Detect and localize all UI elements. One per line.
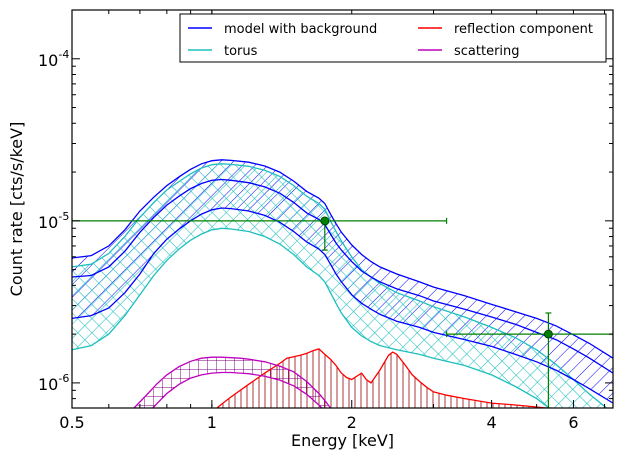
legend-entry: scattering xyxy=(418,44,520,59)
model-upper-line xyxy=(72,159,613,359)
legend-entry: model with background xyxy=(188,22,377,37)
reflection-line xyxy=(215,348,553,408)
data-point-1 xyxy=(72,216,448,251)
scattering-band xyxy=(134,357,331,408)
scattering-upper-line xyxy=(133,356,332,408)
legend-box xyxy=(179,13,607,63)
x-tick-label: 6 xyxy=(568,413,578,432)
x-tick-label: 4 xyxy=(487,413,497,432)
torus-upper-line xyxy=(72,163,608,408)
legend-label: torus xyxy=(224,44,258,59)
y-axis-title: Count rate [cts/s/keV] xyxy=(7,122,26,297)
y-tick-label: 10-6 xyxy=(38,372,69,394)
scattering-lower-line xyxy=(151,371,323,408)
x-tick-label: 1 xyxy=(207,413,217,432)
legend-label: model with background xyxy=(224,22,377,37)
axes: 0.5 1 2 4 6 10-6 10-5 10-4 Energy [keV] Count rat… xyxy=(7,9,614,450)
torus-lower-line xyxy=(72,227,551,408)
data-point-marker xyxy=(543,329,553,339)
confidence-bands xyxy=(72,159,613,408)
y-tick-label: 10-5 xyxy=(38,210,69,232)
y-tick-label: 10-4 xyxy=(38,48,69,70)
legend-entry: reflection component xyxy=(418,22,593,37)
x-tick-label: 0.5 xyxy=(59,413,84,432)
data-point-2 xyxy=(445,312,613,408)
legend: model with background reflection componen… xyxy=(179,13,607,63)
plot-frame xyxy=(71,9,614,409)
legend-label: reflection component xyxy=(454,22,593,37)
data-point-marker xyxy=(320,216,330,226)
torus-band xyxy=(72,163,607,408)
legend-entry: torus xyxy=(188,44,258,59)
x-tick-label: 2 xyxy=(347,413,357,432)
legend-label: scattering xyxy=(454,44,520,59)
data-points xyxy=(72,216,613,408)
model-lower-line xyxy=(72,207,613,404)
x-axis-title: Energy [keV] xyxy=(291,431,394,450)
